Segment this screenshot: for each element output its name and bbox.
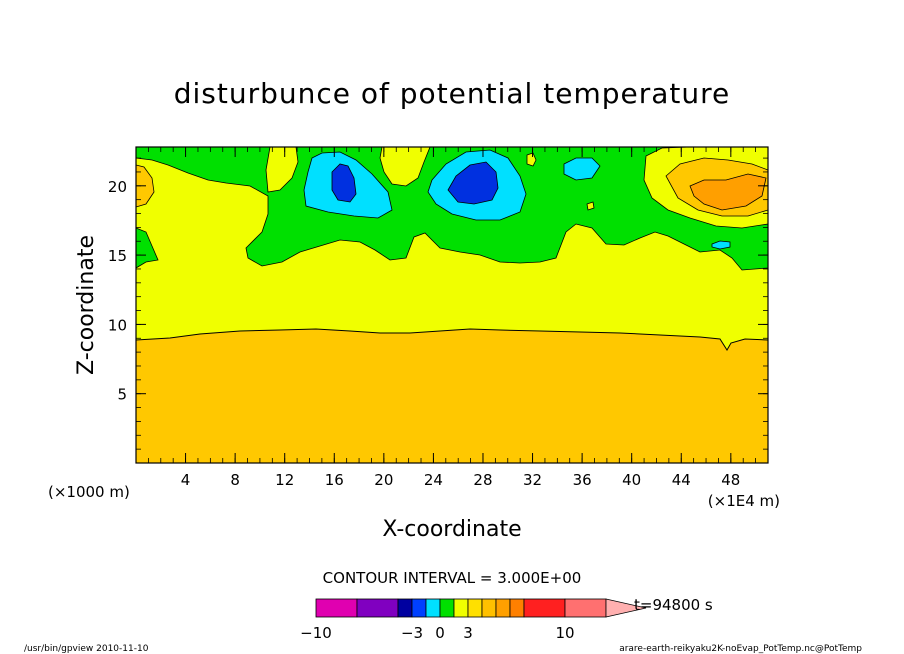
x-tick-label: 36 — [573, 471, 592, 489]
y-axis-ticks: 5 10 15 20 — [108, 178, 768, 404]
colorbar-labels: −10 −3 0 3 10 — [300, 624, 574, 642]
colorbar-tick-label: 3 — [463, 624, 473, 642]
region-yellow-pocket-d — [586, 201, 595, 211]
region-warm-core — [689, 173, 767, 211]
colorbar-tick-label: −3 — [401, 624, 423, 642]
colorbar — [315, 598, 647, 618]
x-tick-label: 24 — [424, 471, 443, 489]
region-yellow-pocket-a — [265, 146, 299, 193]
x-tick-label: 48 — [721, 471, 740, 489]
y-minor-ticks — [136, 157, 768, 450]
region-yellow-pocket-b — [379, 146, 431, 187]
x-tick-label: 4 — [181, 471, 191, 489]
chart-title: disturbunce of potential temperature — [174, 77, 731, 110]
colorbar-swatch — [523, 598, 566, 618]
x-tick-label: 16 — [325, 471, 344, 489]
footer-left: /usr/bin/gpview 2010-11-10 — [24, 644, 149, 654]
x-tick-label: 20 — [374, 471, 393, 489]
colorbar-swatch — [439, 598, 455, 618]
x-axis-label: X-coordinate — [382, 517, 521, 542]
colorbar-tick-label: −10 — [300, 624, 332, 642]
colorbar-swatch — [564, 598, 607, 618]
colorbar-tick-label: 0 — [435, 624, 445, 642]
x-unit-right: (×1E4 m) — [708, 492, 780, 510]
colorbar-swatch — [453, 598, 469, 618]
x-tick-label: 8 — [230, 471, 240, 489]
x-tick-label: 44 — [672, 471, 691, 489]
region-lower-layer — [135, 328, 769, 464]
colorbar-swatch — [509, 598, 525, 618]
region-blue-core-2 — [447, 161, 499, 205]
y-tick-label: 5 — [117, 386, 127, 404]
colorbar-swatch — [411, 598, 427, 618]
plot-frame — [135, 146, 769, 464]
contour-interval: CONTOUR INTERVAL = 3.000E+00 — [323, 569, 582, 587]
y-tick-label: 10 — [108, 316, 127, 334]
colorbar-swatch — [481, 598, 497, 618]
colorbar-tick-label: 10 — [555, 624, 574, 642]
colorbar-arrow — [605, 598, 647, 618]
x-unit-left: (×1000 m) — [48, 483, 130, 501]
x-axis-ticks: 4 8 12 16 20 24 28 32 36 40 44 48 — [181, 147, 740, 489]
y-axis-label: Z-coordinate — [74, 235, 99, 375]
x-tick-label: 28 — [473, 471, 492, 489]
colorbar-swatch — [495, 598, 511, 618]
region-cyan-4 — [711, 240, 731, 250]
region-yellow-pocket-c — [526, 152, 537, 167]
colorbar-swatch — [315, 598, 358, 618]
colorbar-swatch — [425, 598, 441, 618]
y-tick-label: 20 — [108, 178, 127, 196]
colorbar-swatch — [467, 598, 483, 618]
x-tick-label: 40 — [622, 471, 641, 489]
region-blue-core-1 — [331, 163, 357, 203]
x-tick-label: 12 — [275, 471, 294, 489]
colorbar-swatch — [397, 598, 413, 618]
region-cyan-3 — [563, 157, 601, 181]
colorbar-swatch — [356, 598, 399, 618]
y-tick-label: 15 — [108, 247, 127, 265]
time-label: t=94800 s — [634, 596, 713, 614]
x-tick-label: 32 — [523, 471, 542, 489]
footer-right: arare-earth-reikyaku2K-noEvap_PotTemp.nc… — [619, 644, 862, 654]
